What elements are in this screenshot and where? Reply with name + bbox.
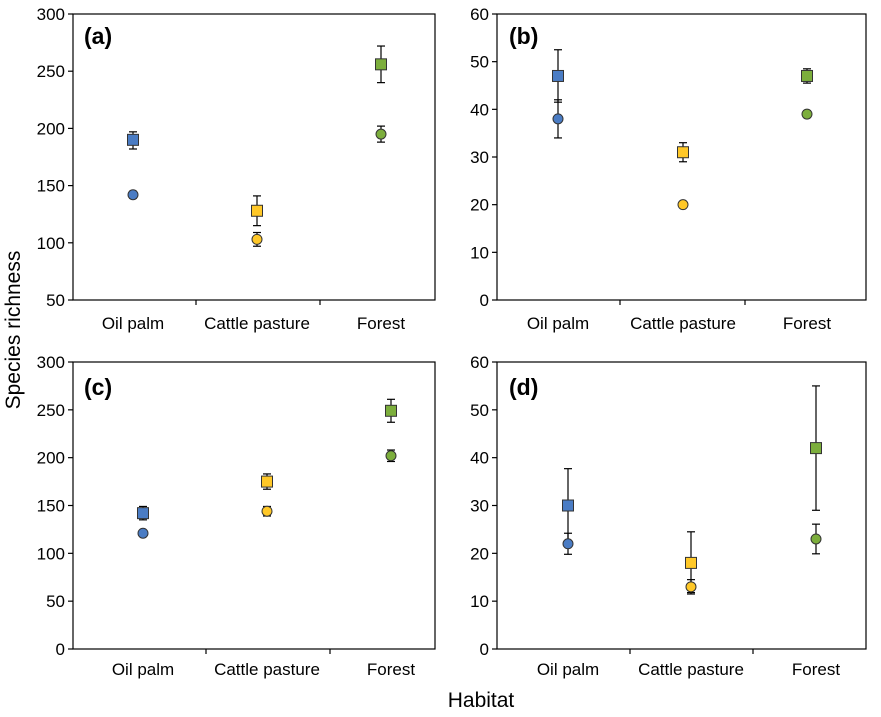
- y-tick-label: 300: [37, 5, 65, 24]
- panel-label: (d): [509, 374, 538, 400]
- panel-label: (c): [84, 374, 112, 400]
- panel-label: (a): [84, 23, 112, 49]
- y-tick-label: 250: [37, 401, 65, 420]
- y-tick-label: 250: [37, 62, 65, 81]
- y-tick-label: 40: [470, 100, 489, 119]
- square-point: [801, 69, 813, 82]
- circle-point: [685, 581, 697, 593]
- x-axis-title: Habitat: [448, 689, 515, 712]
- panel-c: 0 50 100 150 200 250 300 Oil palm Cattle pasture…: [37, 353, 436, 679]
- panel-label: (b): [509, 23, 538, 49]
- circle-point: [127, 189, 139, 201]
- y-tick-label: 10: [470, 243, 489, 262]
- square-point: [685, 556, 697, 569]
- panel-b: 0 10 20 30 40 50 60 Oil palm Cattle pasture Fores…: [470, 5, 867, 333]
- y-tick-label: 50: [470, 401, 489, 420]
- circle-point: [385, 450, 397, 462]
- y-tick-label: 10: [470, 592, 489, 611]
- y-tick-label: 50: [46, 291, 65, 310]
- y-tick-label: 150: [37, 177, 65, 196]
- x-tick-label: Forest: [792, 660, 840, 679]
- square-point: [127, 133, 139, 146]
- y-tick-label: 300: [37, 353, 65, 372]
- circle-point: [251, 233, 263, 245]
- circle-point: [261, 505, 273, 517]
- square-point: [810, 442, 822, 455]
- circle-point: [677, 199, 689, 211]
- y-tick-label: 50: [470, 53, 489, 72]
- plot-frame: [496, 361, 867, 650]
- square-point: [385, 404, 397, 417]
- circle-point: [552, 113, 564, 125]
- y-tick-label: 30: [470, 497, 489, 516]
- y-tick-label: 60: [470, 5, 489, 24]
- y-tick-label: 0: [480, 640, 489, 659]
- y-tick-label: 20: [470, 544, 489, 563]
- y-tick-label: 150: [37, 497, 65, 516]
- y-axis-title: Species richness: [2, 251, 25, 410]
- x-tick-label: Cattle pasture: [638, 660, 744, 679]
- square-point: [261, 475, 273, 488]
- circle-point: [375, 128, 387, 140]
- y-tick-label: 20: [470, 196, 489, 215]
- x-tick-label: Cattle pasture: [214, 660, 320, 679]
- plot-frame: [72, 361, 436, 650]
- square-point: [375, 58, 387, 71]
- y-tick-label: 0: [480, 291, 489, 310]
- x-tick-label: Oil palm: [537, 660, 599, 679]
- x-tick-label: Forest: [367, 660, 415, 679]
- y-tick-label: 40: [470, 449, 489, 468]
- y-tick-label: 60: [470, 353, 489, 372]
- panel-d: 0 10 20 30 40 50 60 Oil palm Cattle pasture Fores…: [470, 353, 867, 679]
- circle-point: [801, 108, 813, 120]
- circle-point: [137, 527, 149, 539]
- x-tick-label: Forest: [357, 314, 405, 333]
- y-tick-label: 200: [37, 119, 65, 138]
- y-tick-label: 0: [56, 640, 65, 659]
- y-tick-label: 100: [37, 234, 65, 253]
- square-point: [137, 507, 149, 520]
- panel-a: 50 100 150 200 250 300 Oil palm Cattle pasture F…: [37, 5, 436, 333]
- y-tick-label: 50: [46, 592, 65, 611]
- square-point: [552, 69, 564, 82]
- square-point: [251, 204, 263, 217]
- x-tick-label: Oil palm: [102, 314, 164, 333]
- x-tick-label: Oil palm: [112, 660, 174, 679]
- circle-point: [810, 533, 822, 545]
- y-tick-label: 200: [37, 449, 65, 468]
- y-tick-label: 100: [37, 544, 65, 563]
- x-tick-label: Cattle pasture: [630, 314, 736, 333]
- x-tick-label: Cattle pasture: [204, 314, 310, 333]
- y-tick-label: 30: [470, 148, 489, 167]
- x-tick-label: Oil palm: [527, 314, 589, 333]
- square-point: [677, 146, 689, 159]
- square-point: [562, 499, 574, 512]
- plot-frame: [72, 13, 436, 301]
- x-tick-label: Forest: [783, 314, 831, 333]
- circle-point: [562, 538, 574, 550]
